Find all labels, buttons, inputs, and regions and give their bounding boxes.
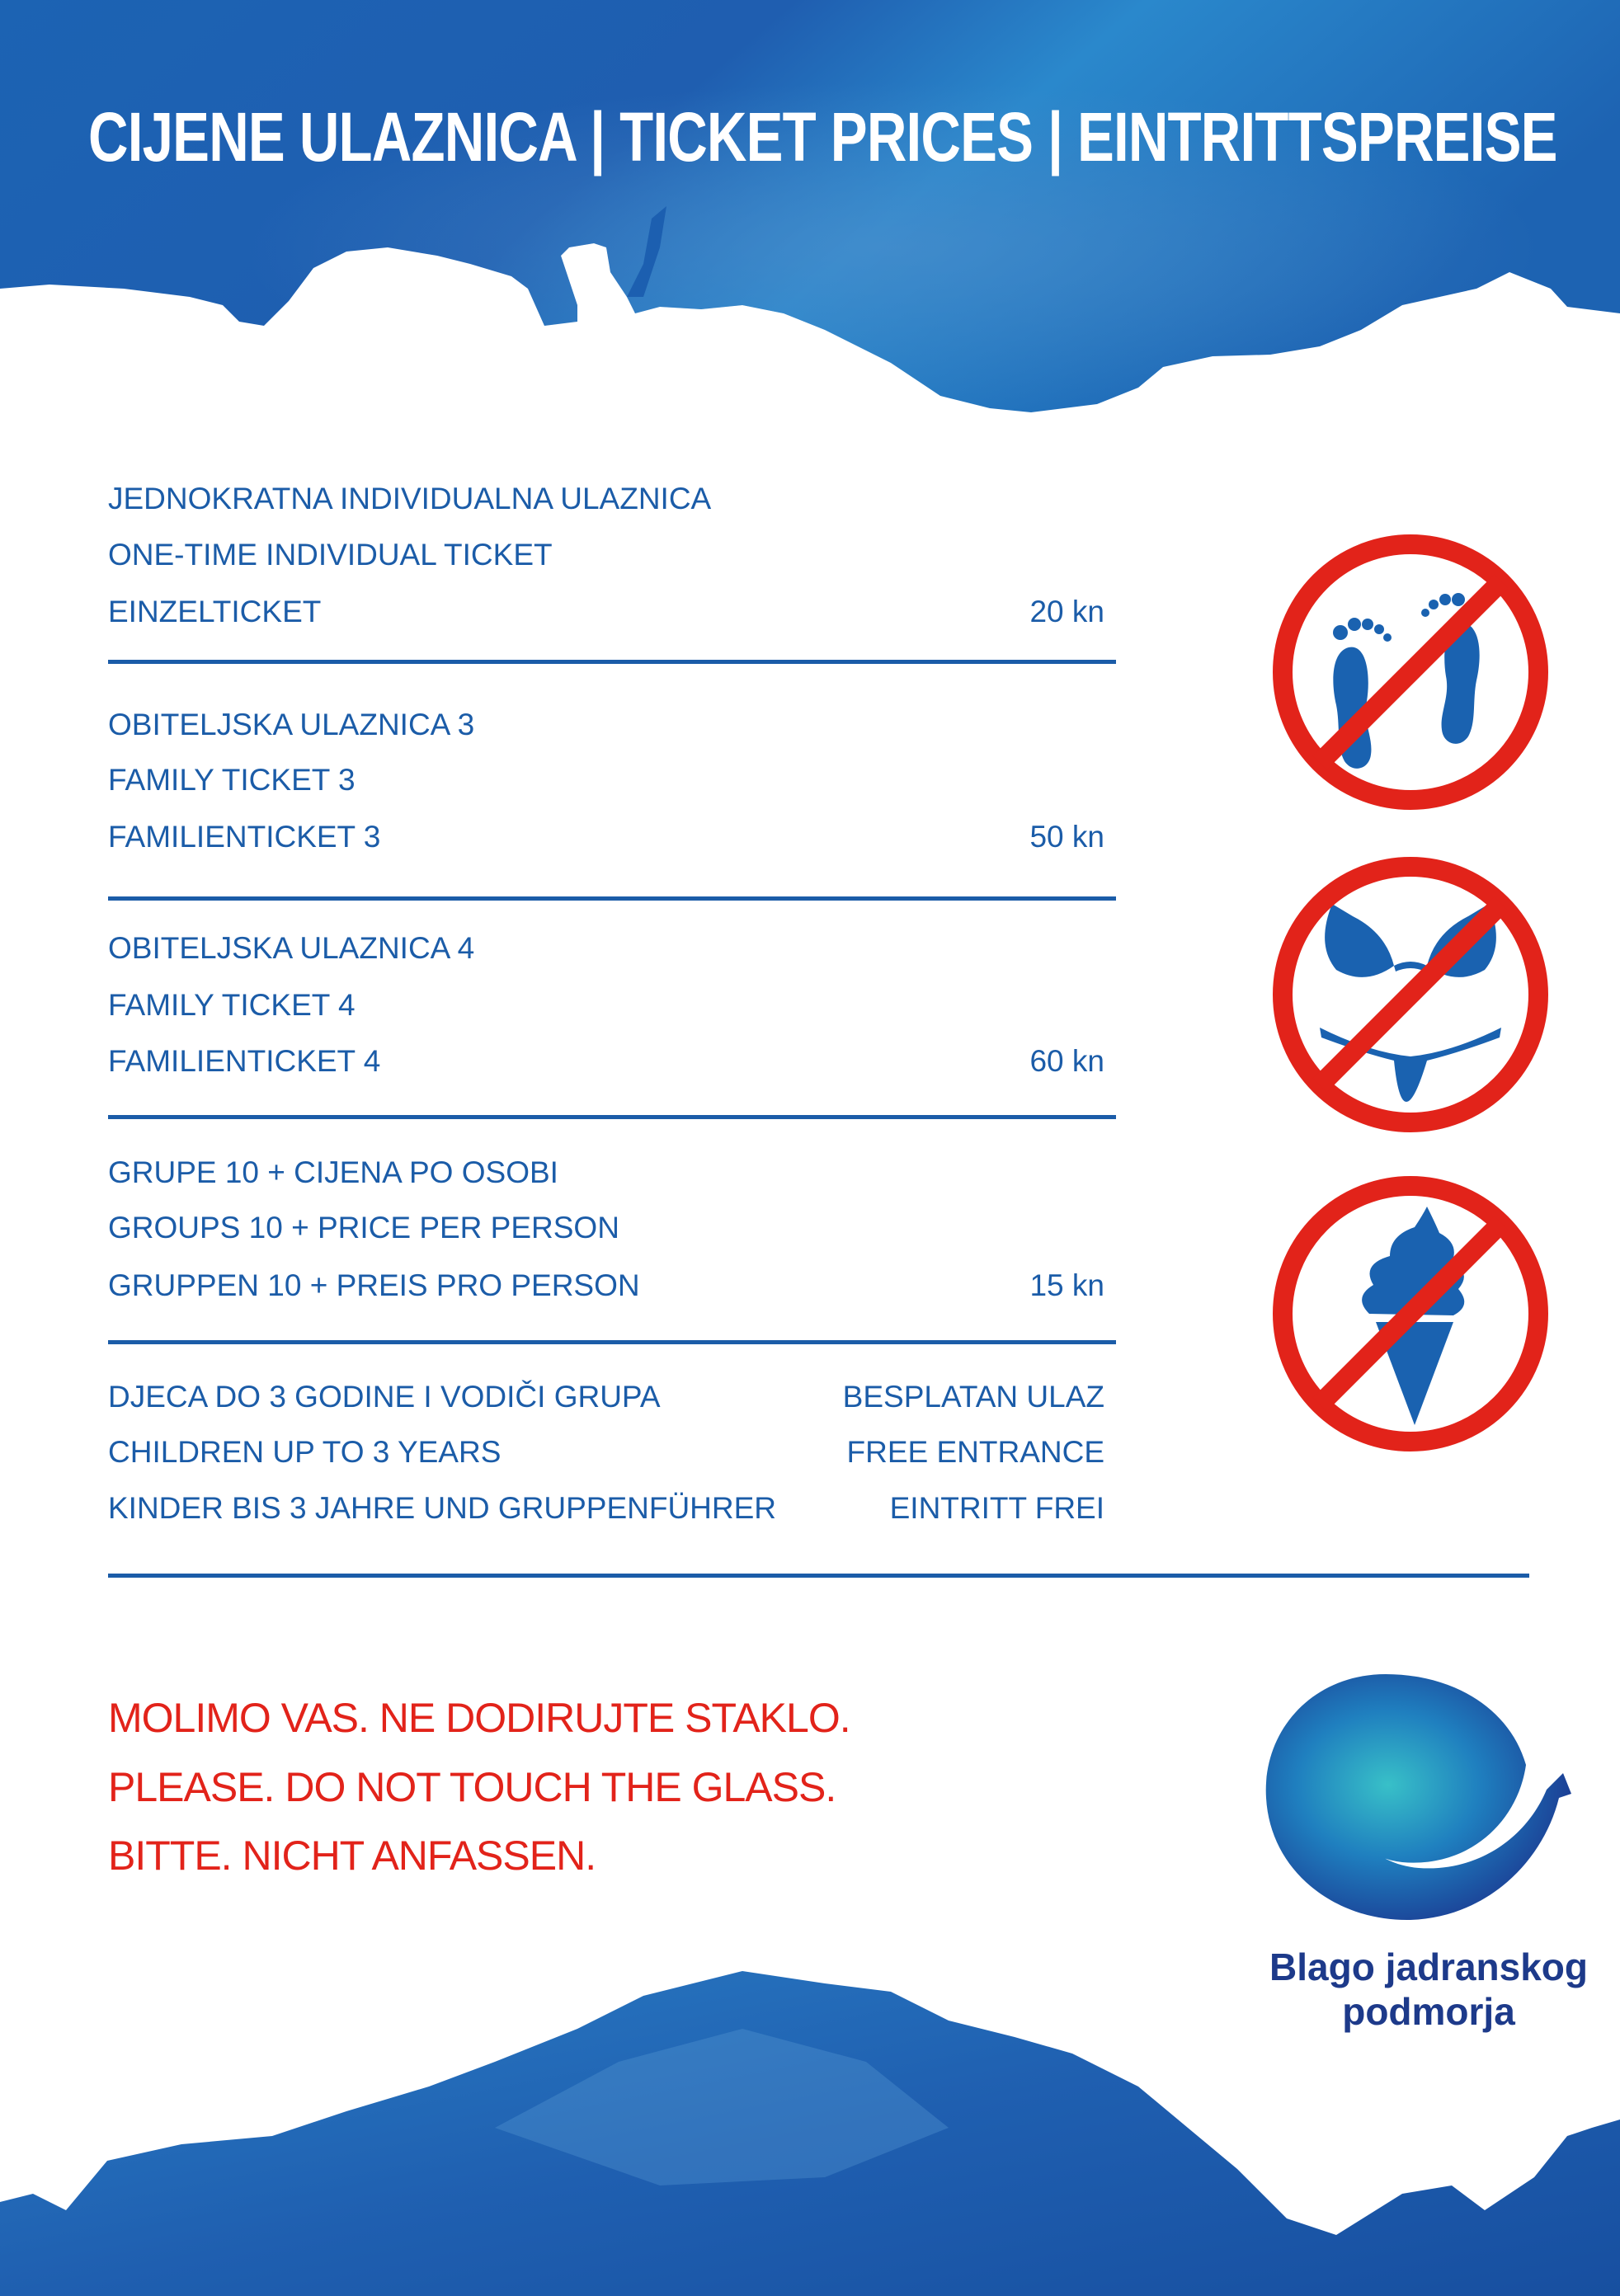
ticket-line: FAMILY TICKET 4 <box>108 988 1104 1029</box>
divider <box>108 1574 1529 1578</box>
ticket-name-hr: OBITELJSKA ULAZNICA 3 <box>108 708 475 741</box>
divider <box>108 896 1116 901</box>
page-title: CIJENE ULAZNICA | TICKET PRICES | EINTRI… <box>88 98 1557 176</box>
ticket-line: CHILDREN UP TO 3 YEARS FREE ENTRANCE <box>108 1435 1104 1476</box>
ticket-name-hr: DJECA DO 3 GODINE I VODIČI GRUPA <box>108 1380 661 1414</box>
ticket-name-de: GRUPPEN 10 + PREIS PRO PERSON <box>108 1268 640 1302</box>
ticket-price: FREE ENTRANCE <box>846 1435 1104 1469</box>
ticket-name-en: FAMILY TICKET 3 <box>108 763 356 797</box>
logo-swirl-icon <box>1265 1674 1571 1921</box>
logo-text-line2: podmorja <box>1342 1990 1515 2033</box>
ticket-name-de: KINDER BIS 3 JAHRE UND GRUPPENFÜHRER <box>108 1491 777 1525</box>
ticket-name-de: FAMILIENTICKET 3 <box>108 820 381 854</box>
ticket-price: 50 kn <box>1029 820 1104 854</box>
no-ice-cream-icon <box>1273 1176 1548 1451</box>
ticket-line: JEDNOKRATNA INDIVIDUALNA ULAZNICA <box>108 482 1104 523</box>
ticket-price: BESPLATAN ULAZ <box>842 1380 1104 1414</box>
ticket-name-hr: OBITELJSKA ULAZNICA 4 <box>108 931 475 965</box>
ticket-line: EINZELTICKET 20 kn <box>108 595 1104 636</box>
ticket-name-de: FAMILIENTICKET 4 <box>108 1044 381 1078</box>
ticket-name-de: EINZELTICKET <box>108 595 322 628</box>
no-swimwear-icon <box>1273 857 1548 1132</box>
divider <box>108 1115 1116 1119</box>
ticket-line: GROUPS 10 + PRICE PER PERSON <box>108 1211 1104 1252</box>
notice-hr: MOLIMO VAS. NE DODIRUJTE STAKLO. <box>108 1695 851 1741</box>
ticket-name-en: CHILDREN UP TO 3 YEARS <box>108 1435 502 1469</box>
ticket-price: EINTRITT FREI <box>889 1491 1104 1525</box>
ticket-line: FAMILY TICKET 3 <box>108 763 1104 804</box>
ticket-line: GRUPE 10 + CIJENA PO OSOBI <box>108 1155 1104 1197</box>
ticket-line: KINDER BIS 3 JAHRE UND GRUPPENFÜHRER EINT… <box>108 1491 1104 1532</box>
notice-de: BITTE. NICHT ANFASSEN. <box>108 1833 596 1879</box>
ticket-name-en: GROUPS 10 + PRICE PER PERSON <box>108 1211 619 1244</box>
ticket-price: 15 kn <box>1029 1268 1104 1302</box>
ticket-line: OBITELJSKA ULAZNICA 3 <box>108 708 1104 749</box>
notice-en: PLEASE. DO NOT TOUCH THE GLASS. <box>108 1764 836 1810</box>
ticket-line: ONE-TIME INDIVIDUAL TICKET <box>108 538 1104 579</box>
ticket-name-hr: GRUPE 10 + CIJENA PO OSOBI <box>108 1155 558 1189</box>
ticket-line: DJECA DO 3 GODINE I VODIČI GRUPA BESPLATA… <box>108 1380 1104 1421</box>
ticket-name-hr: JEDNOKRATNA INDIVIDUALNA ULAZNICA <box>108 482 712 515</box>
divider <box>108 1340 1116 1344</box>
ticket-line: OBITELJSKA ULAZNICA 4 <box>108 931 1104 972</box>
logo-text-line1: Blago jadranskog <box>1269 1945 1588 1988</box>
no-bare-feet-icon <box>1273 534 1548 810</box>
ticket-line: GRUPPEN 10 + PREIS PRO PERSON 15 kn <box>108 1268 1104 1310</box>
ticket-line: FAMILIENTICKET 4 60 kn <box>108 1044 1104 1085</box>
ticket-price: 20 kn <box>1029 595 1104 628</box>
divider <box>108 660 1116 664</box>
ticket-name-en: FAMILY TICKET 4 <box>108 988 356 1022</box>
watercolor-footer-background <box>0 1971 1620 2296</box>
ticket-line: FAMILIENTICKET 3 50 kn <box>108 820 1104 861</box>
ticket-price: 60 kn <box>1029 1044 1104 1078</box>
ticket-name-en: ONE-TIME INDIVIDUAL TICKET <box>108 538 553 572</box>
watercolor-header-background <box>0 0 1620 412</box>
